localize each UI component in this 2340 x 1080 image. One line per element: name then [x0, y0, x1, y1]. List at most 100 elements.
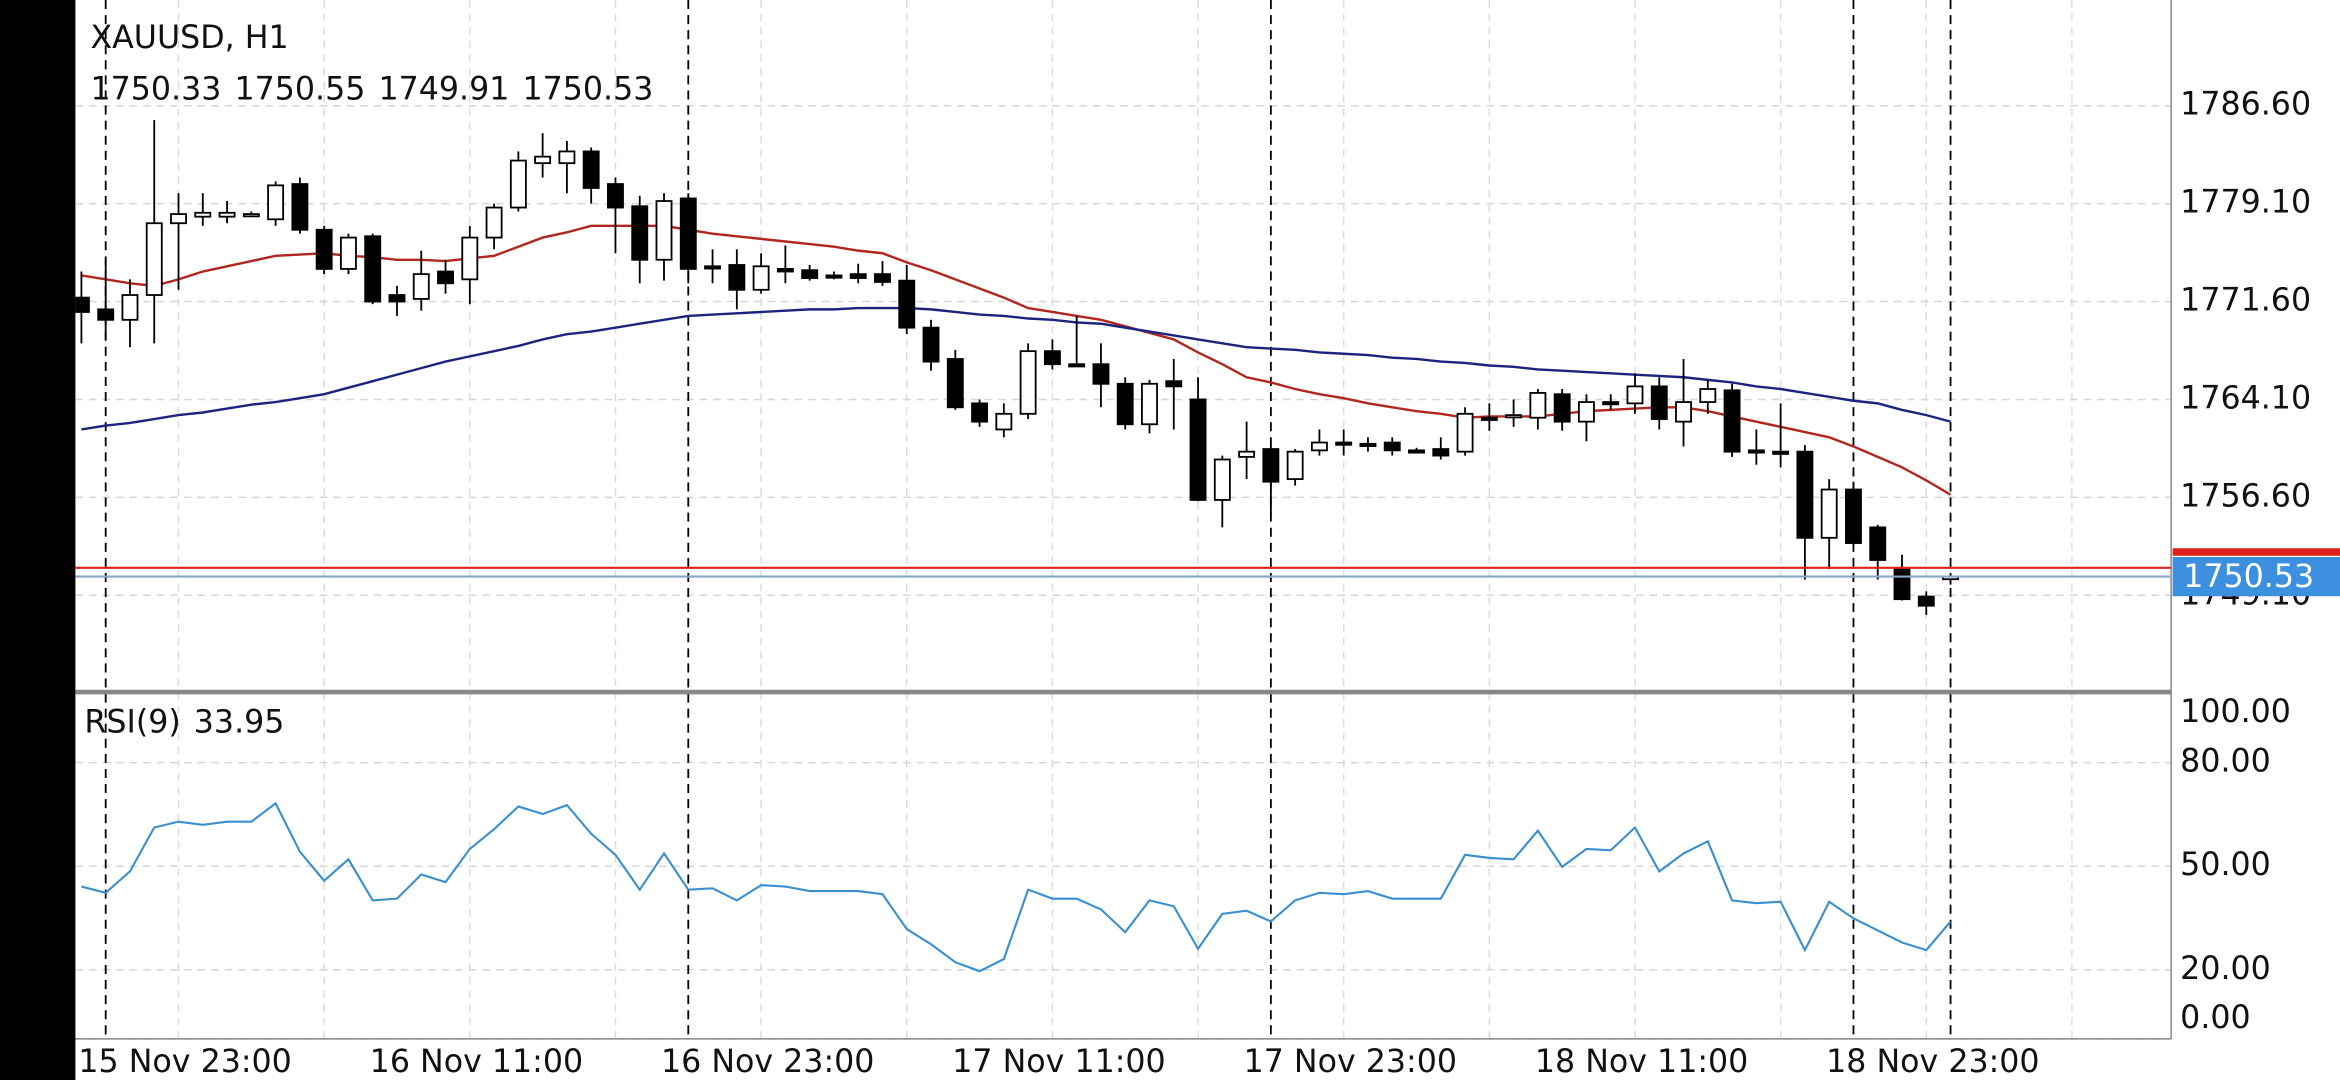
candle-body: [971, 402, 989, 423]
y-tick-label: 20.00: [2180, 951, 2271, 987]
candle-body: [1917, 595, 1935, 607]
candle-body: [825, 274, 843, 279]
candle-body: [1408, 449, 1425, 454]
plot-layer: 1786.60 1779.10 1771.60 1764.10 1756.60 1749.…: [75, 0, 2340, 1080]
candle-body: [1335, 441, 1353, 446]
candle-body: [194, 211, 212, 218]
candle-body: [1626, 385, 1644, 405]
candle-body: [922, 326, 940, 363]
candle-body: [1213, 458, 1231, 501]
candle-body: [121, 294, 139, 321]
candle-body: [267, 184, 285, 221]
candle-body: [728, 264, 746, 291]
moving-average: [81, 224, 1952, 496]
candle-body: [461, 236, 479, 281]
y-tick-label: 80.00: [2180, 744, 2271, 780]
candle-body: [1772, 450, 1790, 455]
candle-body: [1262, 448, 1280, 483]
candle-body: [679, 197, 697, 270]
ohlc-readout: 1750.33 1750.55 1749.91 1750.53: [90, 71, 653, 107]
chart-title: XAUUSD, H1: [90, 20, 288, 56]
rsi-line: [81, 801, 1952, 973]
candle-body: [874, 273, 891, 283]
x-tick-label: 16 Nov 23:00: [661, 1044, 874, 1080]
left-bar: [0, 0, 76, 1080]
high-value: 1750.55: [234, 71, 365, 107]
candle-body: [1602, 401, 1620, 406]
candle-body: [1505, 414, 1523, 419]
candle-body: [1286, 450, 1304, 480]
y-tick-label: 0.00: [2180, 1000, 2250, 1036]
candle-body: [242, 213, 260, 218]
candle-body: [849, 273, 867, 279]
candle-body: [704, 265, 721, 270]
x-tick-label: 17 Nov 23:00: [1244, 1044, 1457, 1080]
candle-body: [75, 296, 90, 313]
y-tick-label: 100.00: [2180, 694, 2291, 730]
candle-body: [1529, 392, 1547, 419]
candle-body: [1577, 401, 1595, 423]
low-value: 1749.91: [378, 71, 509, 107]
candle-body: [1845, 488, 1862, 544]
candle-body: [364, 235, 382, 303]
candle-body: [1675, 401, 1692, 423]
candle-body: [1650, 385, 1668, 420]
candle-body: [801, 269, 819, 279]
candle-body: [1019, 350, 1037, 415]
candle-body: [1043, 350, 1061, 366]
candle-body: [1092, 363, 1110, 385]
ask-marker: [2172, 548, 2340, 556]
x-tick-label: 17 Nov 11:00: [952, 1044, 1165, 1080]
price-label: 1750.53: [2183, 559, 2314, 595]
candle-body: [655, 200, 673, 261]
x-tick-label: 18 Nov 11:00: [1535, 1044, 1748, 1080]
candle-body: [1432, 448, 1450, 457]
price-plot: [75, 120, 1959, 615]
y-tick-label: 50.00: [2180, 847, 2271, 883]
candle-body: [1189, 398, 1207, 501]
candle-body: [218, 211, 236, 218]
candle-body: [776, 268, 794, 273]
candle-body: [1141, 382, 1158, 426]
candle-body: [631, 205, 649, 261]
candle-body: [170, 213, 187, 225]
candle-body: [509, 159, 527, 209]
open-value: 1750.33: [90, 71, 221, 107]
candle-body: [412, 273, 430, 300]
candle-body: [1359, 442, 1377, 447]
y-tick-label: 1771.60: [2180, 283, 2311, 319]
candle-body: [1383, 441, 1401, 452]
candle-body: [1456, 412, 1474, 453]
candle-body: [1699, 388, 1717, 403]
candle-body: [1747, 449, 1765, 454]
candle-body: [145, 222, 163, 296]
x-tick-label: 16 Nov 11:00: [370, 1044, 583, 1080]
y-tick-label: 1786.60: [2180, 87, 2311, 123]
candle-body: [995, 412, 1013, 431]
candle-body: [1310, 441, 1328, 452]
candle-body: [291, 183, 309, 231]
candle-body: [1553, 393, 1571, 423]
candle-body: [1893, 568, 1911, 601]
candle-body: [388, 294, 406, 303]
y-tick-label: 1764.10: [2180, 380, 2311, 416]
candle-body: [582, 150, 600, 189]
candle-body: [315, 228, 333, 270]
candle-body: [752, 265, 770, 291]
moving-average: [81, 306, 1951, 431]
x-tick-label: 15 Nov 23:00: [78, 1044, 291, 1080]
candle-body: [1116, 382, 1134, 426]
y-tick-label: 1756.60: [2180, 478, 2311, 514]
candle-body: [1869, 526, 1887, 561]
candle-body: [558, 150, 576, 165]
candle-body: [1723, 389, 1741, 453]
rsi-value: 33.95: [194, 705, 285, 741]
candle-body: [898, 279, 916, 329]
rsi-readout: RSI(9) 33.95: [84, 705, 284, 741]
candle-body: [437, 270, 454, 285]
candle-body: [339, 236, 357, 270]
candle-body: [607, 183, 624, 209]
rsi-label: RSI(9): [84, 705, 180, 741]
candle-body: [485, 206, 503, 239]
